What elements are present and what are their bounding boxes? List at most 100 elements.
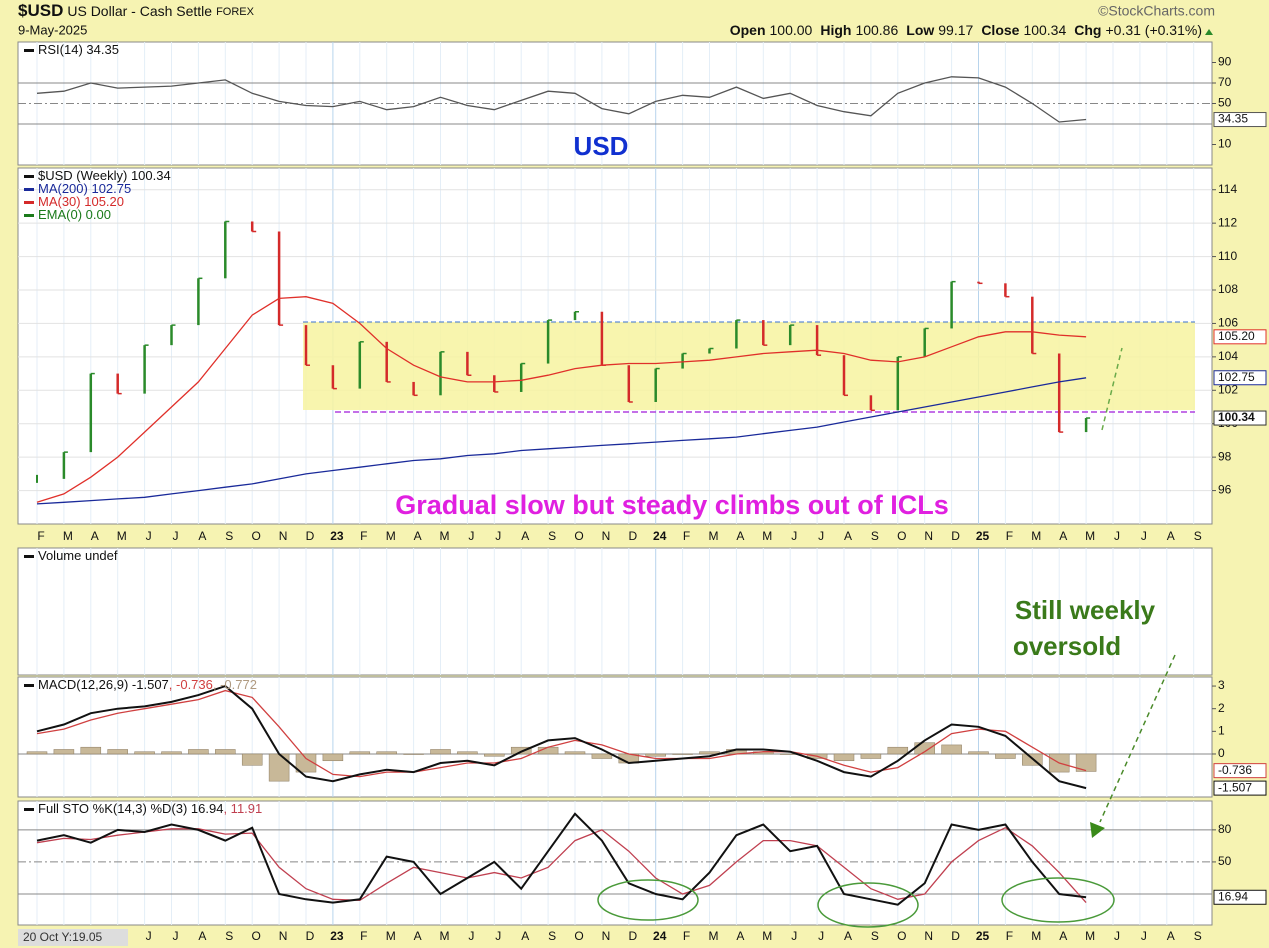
- y-tick-label: 102: [1218, 382, 1238, 396]
- x-tick-label: M: [762, 529, 772, 543]
- y-tick-label: 114: [1218, 182, 1237, 196]
- x-tick-label: 25: [976, 529, 990, 543]
- x-tick-label: A: [1167, 929, 1175, 943]
- last-value-label: -1.507: [1218, 780, 1252, 794]
- x-tick-label: 23: [330, 529, 344, 543]
- histogram-bar: [995, 753, 1016, 759]
- series-line: [36, 296, 1087, 503]
- last-value-label: 100.34: [1218, 410, 1255, 424]
- x-tick-label: M: [1085, 529, 1095, 543]
- series-line: [36, 377, 1087, 505]
- circle: [1001, 877, 1115, 923]
- x-tick-label: J: [495, 929, 501, 943]
- legend-text: EMA(0) 0.00: [38, 207, 111, 222]
- histogram-bar: [430, 749, 451, 755]
- x-tick-label: O: [252, 929, 261, 943]
- footer: 20 Oct Y:19.05: [23, 930, 102, 944]
- x-tick-label: M: [1031, 929, 1041, 943]
- x-tick-label: J: [468, 529, 474, 543]
- x-tick-label: J: [495, 529, 501, 543]
- x-tick-label: S: [548, 929, 556, 943]
- x-tick-label: A: [414, 529, 422, 543]
- x-tick-label: M: [117, 529, 127, 543]
- y-tick-label: 112: [1218, 215, 1237, 229]
- x-tick-label: A: [736, 529, 744, 543]
- last-value-box: [1213, 370, 1267, 386]
- x-tick-label: 24: [653, 529, 667, 543]
- legend-text: $USD (Weekly) 100.34: [38, 168, 171, 183]
- quote-label: High: [820, 22, 851, 38]
- histogram-bar: [645, 753, 666, 757]
- last-value-label: 34.35: [1218, 112, 1248, 126]
- x-tick-label: J: [173, 929, 179, 943]
- x-tick-label: N: [602, 929, 611, 943]
- legend-swatch: [24, 808, 34, 811]
- histogram-bar: [107, 749, 128, 755]
- x-tick-label: N: [924, 529, 933, 543]
- y-tick-label: 0: [1218, 746, 1225, 760]
- x-tick-label: S: [871, 929, 879, 943]
- security-name: US Dollar - Cash Settle: [67, 3, 212, 19]
- x-tick-label: J: [468, 929, 474, 943]
- x-tick-label: A: [844, 929, 852, 943]
- histogram-bar: [510, 746, 532, 755]
- x-tick-label: M: [709, 929, 719, 943]
- source: ©StockCharts.com: [1098, 3, 1215, 19]
- x-tick-label: S: [225, 529, 233, 543]
- legend-swatch: [24, 555, 34, 558]
- legend-text: , -0.736: [169, 677, 213, 692]
- legend-text: , -0.772: [213, 677, 257, 692]
- x-tick-label: D: [306, 929, 315, 943]
- last-value-box: [1213, 889, 1267, 905]
- x-tick-label: M: [63, 529, 73, 543]
- x-tick-label: J: [818, 929, 824, 943]
- histogram-bar: [322, 753, 344, 762]
- x-tick-label: 24: [653, 929, 667, 943]
- legend-text: RSI(14) 34.35: [38, 42, 119, 57]
- x-tick-label: F: [683, 929, 690, 943]
- x-tick-label: D: [951, 929, 960, 943]
- legend-text: MA(30) 105.20: [38, 194, 124, 209]
- legend-entry: RSI(14) 34.35: [38, 42, 119, 57]
- histogram-bar: [672, 753, 693, 755]
- arrow-head: [1090, 822, 1105, 838]
- circle: [817, 882, 919, 928]
- legend-text: Volume undef: [38, 548, 118, 563]
- x-tick-label: A: [1059, 929, 1067, 943]
- legend-entry: MA(200) 102.75: [38, 181, 131, 196]
- x-tick-label: D: [306, 529, 315, 543]
- x-tick-label: A: [198, 529, 206, 543]
- quote-value: 100.34: [1023, 22, 1066, 38]
- panel: [17, 676, 1213, 798]
- y-tick-label: 2: [1218, 701, 1225, 715]
- x-tick-label: O: [574, 529, 583, 543]
- y-tick-label: 110: [1218, 249, 1237, 263]
- series-line: [36, 826, 1087, 904]
- x-tick-label: 23: [330, 929, 344, 943]
- x-tick-label: A: [1059, 529, 1067, 543]
- histogram-bar: [968, 751, 989, 755]
- consolidation-band: [303, 322, 1195, 410]
- x-tick-label: S: [225, 929, 233, 943]
- x-tick-label: O: [897, 529, 906, 543]
- x-tick-label: J: [146, 529, 152, 543]
- y-tick-label: 98: [1218, 449, 1232, 463]
- histogram-bar: [26, 751, 48, 755]
- histogram-bar: [80, 746, 102, 755]
- histogram-bar: [403, 753, 424, 755]
- x-tick-label: J: [791, 529, 797, 543]
- legend-entry: MA(30) 105.20: [38, 194, 124, 209]
- legend-entry: Volume undef: [38, 548, 118, 563]
- y-tick-label: 104: [1218, 349, 1238, 363]
- legend-entry: $USD (Weekly) 100.34: [38, 168, 171, 183]
- x-tick-label: J: [173, 529, 179, 543]
- legend-text: MACD(12,26,9) -1.507: [38, 677, 169, 692]
- histogram-bar: [161, 751, 182, 755]
- histogram-bar: [833, 753, 855, 762]
- last-value-label: 16.94: [1218, 889, 1248, 903]
- quote-label: Open: [730, 22, 766, 38]
- x-tick-label: N: [279, 929, 288, 943]
- histogram-bar: [1075, 753, 1097, 772]
- x-tick-label: O: [252, 529, 261, 543]
- x-tick-label: F: [683, 529, 690, 543]
